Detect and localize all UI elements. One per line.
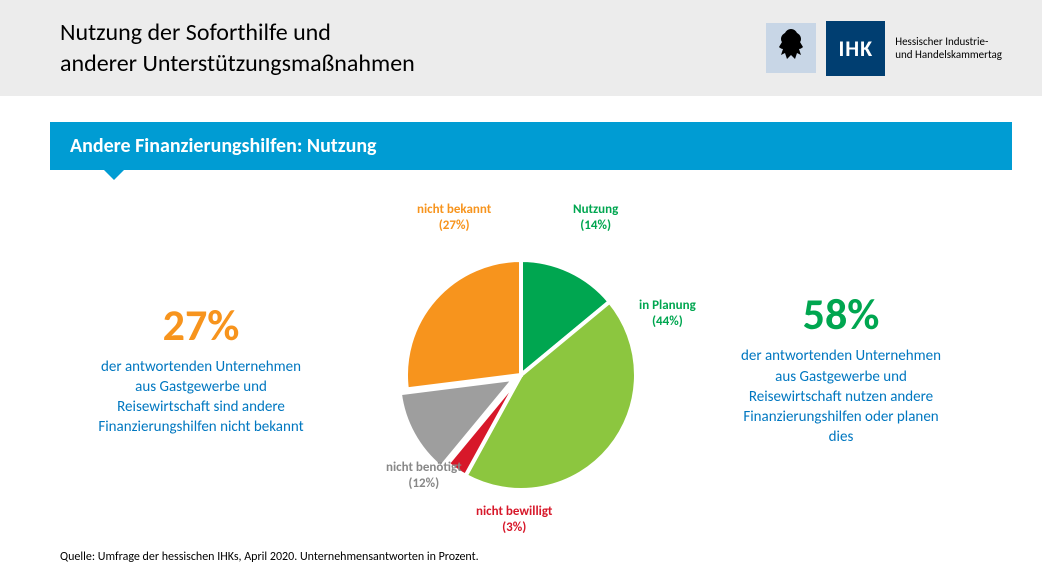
page-title: Nutzung der Soforthilfe und anderer Unte… — [60, 17, 415, 79]
content-row: 27% der antwortenden Unternehmen aus Gas… — [0, 170, 1042, 540]
slice-label-Nutzung: Nutzung(14%) — [573, 202, 618, 233]
section-banner: Andere Finanzierungshilfen: Nutzung — [50, 122, 1012, 170]
right-stat: 58% der antwortenden Unternehmen aus Gas… — [731, 292, 951, 447]
right-stat-desc: der antwortenden Unternehmen aus Gastgew… — [731, 346, 951, 447]
pie-chart: Nutzung(14%) in Planung(44%) nicht bewilli… — [331, 200, 711, 540]
logo-emblem — [766, 23, 816, 73]
lion-icon — [773, 27, 809, 69]
slice-label-nicht-bewilligt: nicht bewilligt(3%) — [476, 504, 552, 535]
left-stat-desc: der antwortenden Unternehmen aus Gastgew… — [91, 357, 311, 438]
pie-slice-nicht-bekannt — [406, 260, 521, 389]
logo-subtitle: Hessischer Industrie- und Handelskammert… — [895, 35, 1002, 61]
logo-text: IHK — [826, 21, 885, 76]
title-line2: anderer Unterstützungsmaßnahmen — [60, 49, 415, 78]
slice-label-nicht-bekannt: nicht bekannt(27%) — [417, 202, 491, 233]
slice-label-in-Planung: in Planung(44%) — [639, 298, 696, 329]
header-bar: Nutzung der Soforthilfe und anderer Unte… — [0, 0, 1042, 96]
left-stat: 27% der antwortenden Unternehmen aus Gas… — [91, 303, 311, 438]
logo-block: IHK Hessischer Industrie- und Handelskam… — [766, 21, 1002, 76]
title-line1: Nutzung der Soforthilfe und — [60, 18, 331, 47]
slice-label-nicht-benötigt: nicht benötigt(12%) — [386, 460, 462, 491]
right-stat-number: 58% — [731, 292, 951, 336]
left-stat-number: 27% — [91, 303, 311, 347]
banner-wrap: Andere Finanzierungshilfen: Nutzung — [0, 96, 1042, 170]
source-text: Quelle: Umfrage der hessischen IHKs, Apr… — [60, 550, 479, 564]
logo-sub-line1: Hessischer Industrie- — [895, 35, 988, 48]
logo-sub-line2: und Handelskammertag — [895, 48, 1002, 61]
